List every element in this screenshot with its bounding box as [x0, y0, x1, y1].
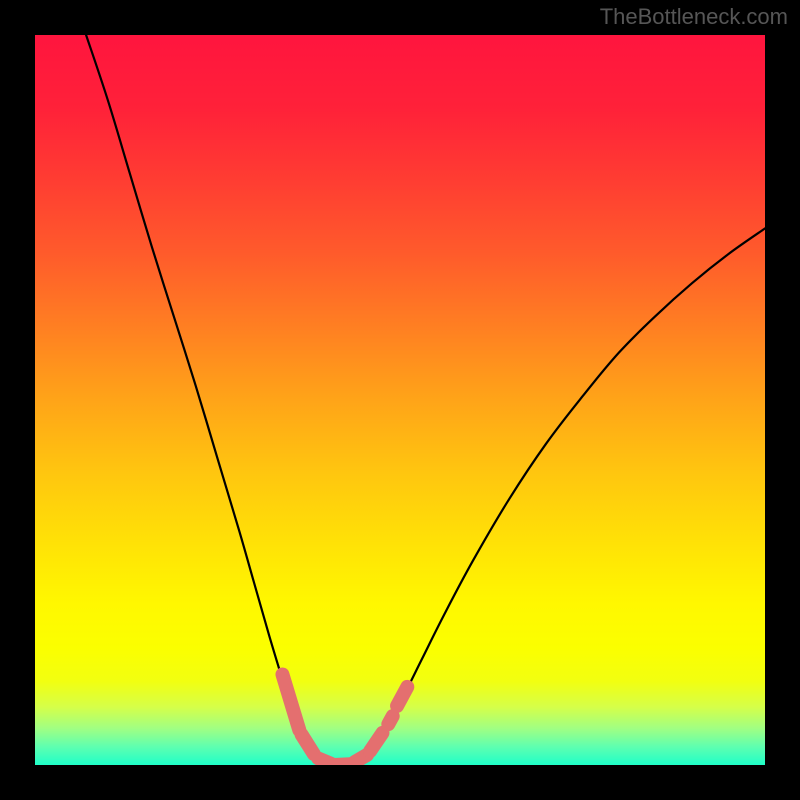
valley-marker-7 [397, 687, 407, 706]
valley-marker-3 [334, 764, 350, 765]
bottleneck-chart [0, 0, 800, 800]
chart-plot-area [35, 35, 765, 765]
valley-marker-6 [388, 716, 392, 724]
chart-stage: TheBottleneck.com [0, 0, 800, 800]
watermark-text: TheBottleneck.com [600, 4, 788, 30]
